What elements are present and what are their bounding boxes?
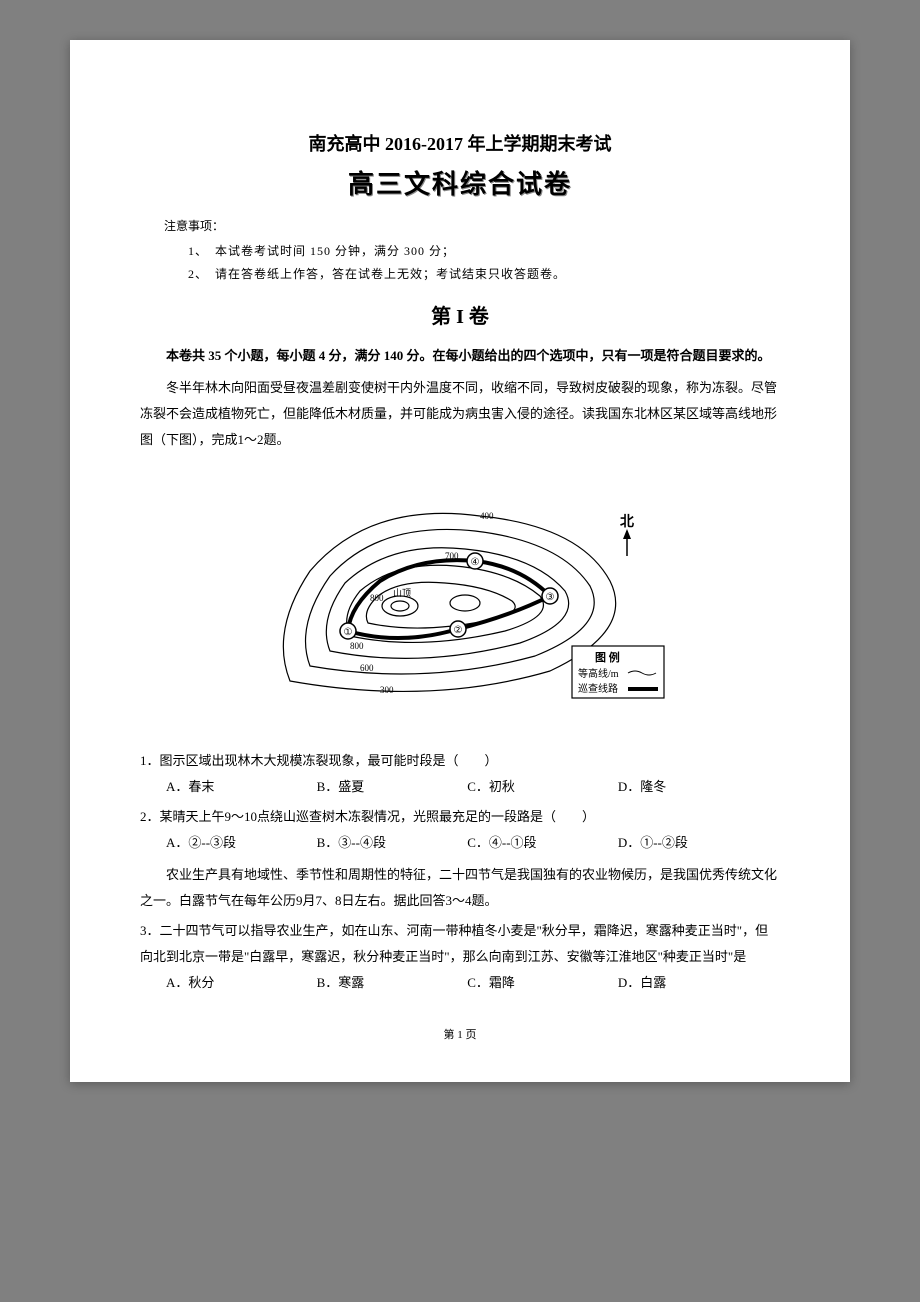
- q3-options: A．秋分 B．寒露 C．霜降 D．白露: [140, 970, 780, 996]
- q2-opt-b: B．③--④段: [317, 830, 464, 856]
- exam-header-line2: 高三文科综合试卷: [140, 164, 780, 201]
- contour-800a: 800: [370, 593, 384, 603]
- q1-opt-d: D．隆冬: [618, 774, 765, 800]
- section-instruction: 本卷共 35 个小题，每小题 4 分，满分 140 分。在每小题给出的四个选项中…: [140, 343, 780, 369]
- peak-label: 山顶: [393, 588, 411, 598]
- q3-stem: 3．二十四节气可以指导农业生产，如在山东、河南一带种植冬小麦是"秋分早，霜降迟，…: [140, 918, 780, 970]
- legend-title: 图 例: [595, 650, 620, 664]
- contour-600: 600: [360, 663, 374, 673]
- node-2: ②: [454, 625, 463, 636]
- q2-opt-d: D．①--②段: [618, 830, 765, 856]
- q3-opt-c: C．霜降: [467, 970, 614, 996]
- north-label: 北: [620, 514, 634, 530]
- exam-page: 南充高中 2016-2017 年上学期期末考试 高三文科综合试卷 注意事项： 1…: [70, 40, 850, 1082]
- notice-item-1: 1、 本试卷考试时间 150 分钟，满分 300 分；: [140, 242, 780, 259]
- notice-item-2: 2、 请在答卷纸上作答，答在试卷上无效；考试结束只收答题卷。: [140, 265, 780, 282]
- node-4: ④: [471, 557, 480, 568]
- legend-item-2: 巡查线路: [578, 682, 618, 695]
- node-1: ①: [344, 627, 353, 638]
- contour-800b: 800: [350, 641, 364, 651]
- q3-opt-b: B．寒露: [317, 970, 464, 996]
- q3-opt-a: A．秋分: [166, 970, 313, 996]
- contour-300: 300: [380, 685, 394, 695]
- passage-2: 农业生产具有地域性、季节性和周期性的特征，二十四节气是我国独有的农业物候历，是我…: [140, 862, 780, 914]
- exam-header-line1: 南充高中 2016-2017 年上学期期末考试: [140, 130, 780, 156]
- section-title: 第 I 卷: [140, 300, 780, 329]
- q1-stem: 1．图示区域出现林木大规模冻裂现象，最可能时段是（ ）: [140, 748, 780, 774]
- q1-opt-b: B．盛夏: [317, 774, 464, 800]
- contour-figure: 山顶 400 700 800 800 600 300 ① ② ③ ④ 北: [140, 471, 780, 726]
- q2-opt-a: A．②--③段: [166, 830, 313, 856]
- legend-item-1: 等高线/m: [578, 667, 619, 680]
- q3-opt-d: D．白露: [618, 970, 765, 996]
- q1-opt-c: C．初秋: [467, 774, 614, 800]
- notice-label: 注意事项：: [140, 217, 780, 234]
- node-3: ③: [546, 592, 555, 603]
- contour-400: 400: [480, 511, 494, 521]
- q1-options: A．春末 B．盛夏 C．初秋 D．隆冬: [140, 774, 780, 800]
- q2-stem: 2．某晴天上午9～10点绕山巡查树木冻裂情况，光照最充足的一段路是（ ）: [140, 804, 780, 830]
- passage-1: 冬半年林木向阳面受昼夜温差剧变使树干内外温度不同，收缩不同，导致树皮破裂的现象，…: [140, 375, 780, 453]
- contour-map-svg: 山顶 400 700 800 800 600 300 ① ② ③ ④ 北: [250, 471, 670, 721]
- q2-opt-c: C．④--①段: [467, 830, 614, 856]
- q1-opt-a: A．春末: [166, 774, 313, 800]
- page-number: 第 1 页: [140, 1026, 780, 1042]
- q2-options: A．②--③段 B．③--④段 C．④--①段 D．①--②段: [140, 830, 780, 856]
